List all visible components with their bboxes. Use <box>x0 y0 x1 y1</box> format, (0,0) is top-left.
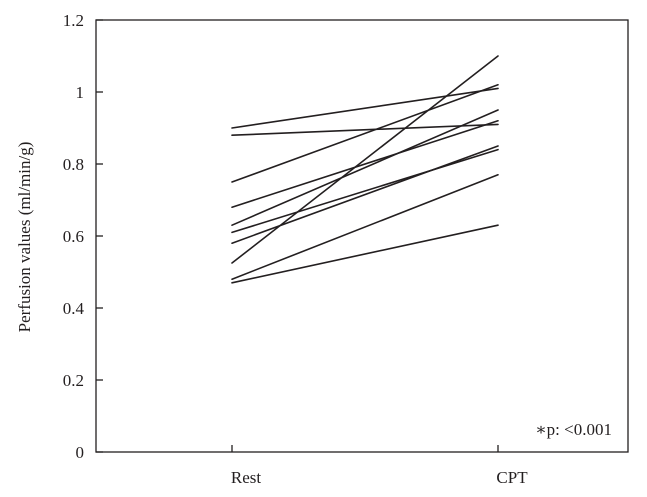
plot-frame <box>95 19 629 453</box>
p-value-annotation: ∗p: <0.001 <box>535 420 612 439</box>
series-line <box>231 87 499 129</box>
series-line <box>231 174 499 281</box>
series-line <box>231 55 499 264</box>
series-line <box>231 84 499 183</box>
series-line <box>231 145 499 244</box>
y-axis-title: Perfusion values (ml/min/g) <box>15 142 34 333</box>
series-line <box>231 109 499 226</box>
axis-ticks: 0 0.2 0.4 0.6 0.8 1 1.2 Rest CPT <box>63 11 528 487</box>
y-tick-label: 0.2 <box>63 371 84 390</box>
y-tick-label: 0.8 <box>63 155 84 174</box>
y-tick-label: 0.6 <box>63 227 84 246</box>
y-tick-label: 0.4 <box>63 299 85 318</box>
series-line <box>231 123 499 136</box>
series-line <box>231 148 499 234</box>
y-tick-label: 1.2 <box>63 11 84 30</box>
x-tick-label: CPT <box>496 468 528 487</box>
axes-frame <box>95 19 629 453</box>
series-lines <box>231 55 499 284</box>
series-line <box>231 224 499 284</box>
y-tick-label: 0 <box>76 443 85 462</box>
y-tick-label: 1 <box>76 83 85 102</box>
x-tick-label: Rest <box>231 468 262 487</box>
series-line <box>231 120 499 208</box>
